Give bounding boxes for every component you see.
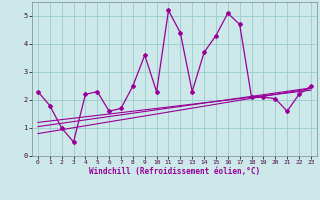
X-axis label: Windchill (Refroidissement éolien,°C): Windchill (Refroidissement éolien,°C) [89,167,260,176]
